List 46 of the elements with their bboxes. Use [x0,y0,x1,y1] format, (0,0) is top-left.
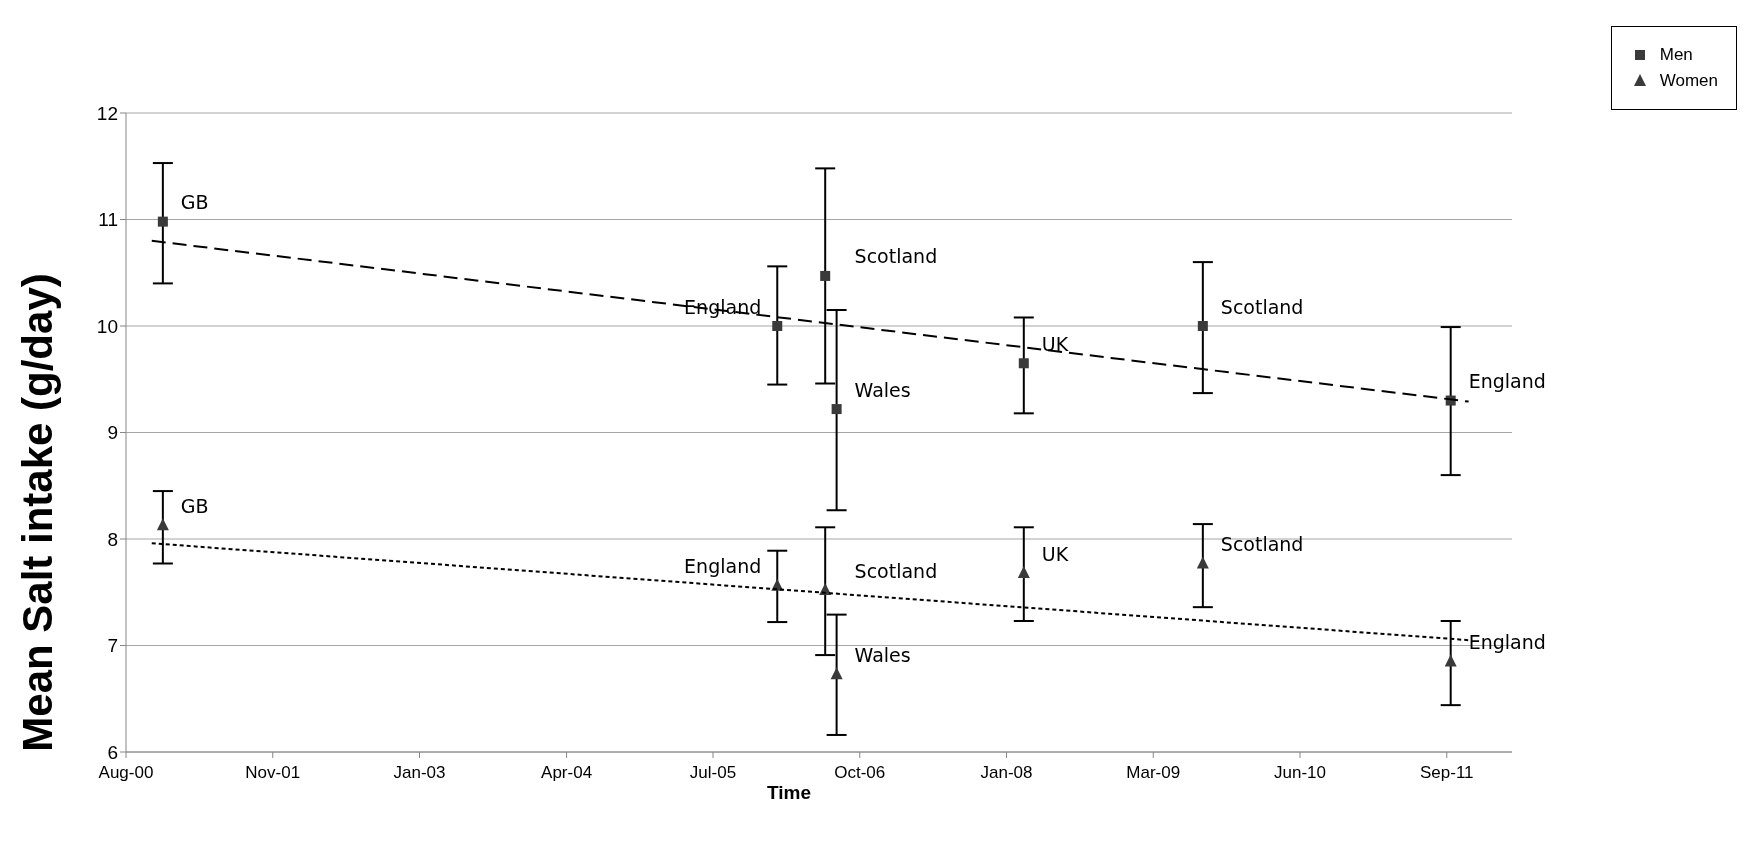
y-tick-label: 6 [107,741,118,763]
y-tick-label: 8 [107,528,118,550]
point [831,404,842,415]
annotation: Scotland [854,559,938,582]
point [820,270,831,281]
point [830,667,843,680]
y-axis-title: Mean Salt intake (g/day) [14,273,61,752]
annotation: Wales [854,643,911,666]
point [1017,566,1030,579]
annotation: Scotland [1220,295,1304,318]
annotation: England [684,295,762,318]
annotation: GB [180,494,209,517]
annotation: GB [180,191,209,214]
point [156,518,169,531]
x-tick-label: Jun-10 [1274,763,1327,783]
point [1196,556,1209,569]
x-tick-label: Mar-09 [1126,763,1181,783]
annotation: England [1468,630,1546,653]
annotation: UK [1041,332,1069,355]
x-tick-label: Nov-01 [245,763,301,783]
point [772,321,783,331]
annotation: England [1468,370,1546,393]
point [1444,654,1457,667]
x-tick-label: Jan-08 [980,763,1033,783]
y-tick-label: 10 [96,315,118,337]
point [157,216,168,227]
legend-label: Women [1659,71,1718,91]
x-axis-title: Time [766,782,812,803]
annotation: England [684,555,762,578]
y-tick-label: 11 [98,209,118,231]
x-tick-label: Jul-05 [689,763,737,783]
x-tick-label: Oct-06 [834,763,886,783]
x-tick-label: Sep-11 [1420,763,1474,783]
x-tick-label: Aug-00 [98,763,154,783]
x-tick-label: Jan-03 [393,763,446,783]
legend-label: Men [1659,45,1693,65]
point [1018,358,1029,369]
y-tick-label: 12 [96,102,118,124]
y-tick-label: 7 [107,635,118,657]
y-tick-label: 9 [107,422,118,444]
annotation: UK [1041,542,1069,565]
point [1197,321,1208,331]
annotation: Scotland [1220,532,1304,555]
annotation: Wales [854,378,911,401]
x-tick-label: Apr-04 [541,763,593,783]
annotation: Scotland [854,245,938,268]
